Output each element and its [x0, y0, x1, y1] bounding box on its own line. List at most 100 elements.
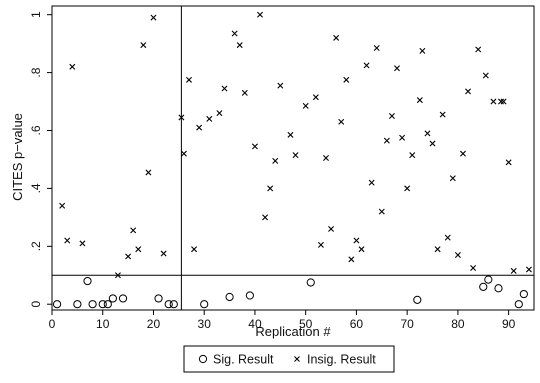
sig-result-point	[200, 300, 209, 309]
x-tick-label: 40	[248, 317, 262, 331]
x-axis-title: Replication #	[255, 324, 331, 339]
insig-result-point	[145, 169, 152, 176]
sig-result-point	[103, 300, 112, 309]
insig-result-point	[343, 76, 350, 83]
insig-result-point	[475, 46, 482, 53]
insig-result-point	[333, 34, 340, 41]
insig-result-point	[368, 179, 375, 186]
insig-result-point	[363, 62, 370, 69]
x-tick-label: 30	[198, 317, 212, 331]
insig-result-point	[251, 143, 258, 150]
insig-result-point	[114, 272, 121, 279]
insig-result-point	[231, 30, 238, 37]
insig-result-point	[277, 82, 284, 89]
insig-result-point	[191, 246, 198, 253]
x-tick-label: 90	[502, 317, 516, 331]
y-axis-title: CITES p−value	[10, 113, 25, 201]
sig-result-point	[514, 300, 523, 309]
insig-result-point	[312, 94, 319, 101]
insig-result-point	[498, 98, 505, 105]
sig-result-point	[52, 300, 62, 309]
sig-result-point	[83, 276, 92, 286]
insig-result-point	[206, 115, 213, 122]
insig-result-point	[302, 102, 309, 109]
insig-result-point	[292, 152, 299, 159]
sig-result-point	[169, 300, 178, 309]
insig-result-point	[459, 150, 466, 157]
insig-result-point	[419, 47, 426, 54]
insig-result-point	[196, 124, 203, 131]
insig-result-point	[150, 14, 157, 21]
insig-result-point	[69, 63, 76, 70]
sig-result-point	[519, 289, 528, 299]
insig-result-point	[439, 111, 446, 118]
y-tick-label: .6	[29, 125, 43, 135]
insig-result-point	[135, 246, 142, 253]
insig-result-point	[444, 234, 451, 241]
legend-marker-sig	[198, 354, 208, 364]
x-tick-label: 60	[350, 317, 364, 331]
insig-result-point	[322, 155, 329, 161]
insig-result-point	[59, 202, 66, 209]
insig-result-point	[338, 118, 345, 125]
insig-result-point	[383, 137, 390, 144]
x-tick-label: 50	[299, 317, 313, 331]
x-tick-label: 10	[96, 317, 110, 331]
insig-result-point	[510, 267, 517, 274]
insig-result-point	[470, 265, 477, 272]
insig-result-point	[482, 72, 489, 79]
y-tick-label: .2	[29, 241, 43, 251]
insig-result-point	[79, 240, 86, 247]
insig-result-point	[429, 140, 436, 147]
insig-result-point	[358, 246, 365, 253]
insig-result-point	[140, 42, 147, 49]
sig-result-point	[479, 282, 488, 291]
insig-result-point	[272, 157, 279, 164]
insig-result-point	[125, 253, 132, 260]
insig-result-point	[388, 113, 395, 120]
insig-result-point	[216, 110, 223, 117]
insig-result-point	[454, 252, 461, 258]
insig-result-point	[424, 130, 431, 137]
x-tick-label: 20	[147, 317, 161, 331]
insig-result-point	[236, 42, 243, 49]
insig-result-point	[353, 237, 360, 244]
insig-result-point	[160, 250, 167, 257]
y-tick-label: 0	[29, 301, 43, 308]
legend-label-sig: Sig. Result	[213, 353, 274, 367]
insig-result-point	[180, 150, 187, 157]
insig-result-point	[287, 131, 294, 138]
sig-result-point	[154, 294, 163, 303]
insig-result-point	[525, 266, 532, 273]
insig-result-point	[186, 76, 192, 83]
sig-result-point	[494, 284, 503, 293]
sig-result-point	[164, 300, 173, 309]
legend-label-insig: Insig. Result	[307, 353, 376, 367]
insig-result-point	[317, 241, 324, 248]
insig-result-point	[394, 65, 400, 72]
sig-result-point	[225, 292, 234, 302]
insig-result-point	[416, 97, 423, 104]
x-tick-label: 0	[49, 317, 56, 331]
insig-result-point	[241, 89, 248, 96]
insig-result-point	[130, 227, 137, 234]
insig-result-point	[262, 214, 269, 221]
y-tick-label: .4	[29, 183, 43, 193]
plot-area: 0.2.4.6.810 10 20 30 40 50 60 70 80 90	[29, 5, 535, 331]
legend-box	[183, 345, 395, 373]
insig-result-point	[348, 256, 355, 263]
insig-result-point	[328, 225, 335, 232]
insig-result-point	[178, 114, 185, 121]
sig-result-point	[306, 278, 315, 287]
x-tick-label: 80	[451, 317, 465, 331]
plot-frame	[51, 5, 535, 311]
sig-result-point	[484, 275, 493, 284]
insig-result-point	[500, 98, 507, 105]
insig-result-point	[399, 134, 406, 141]
insig-result-point	[257, 11, 264, 18]
insig-result-point	[373, 44, 380, 51]
insig-result-point	[378, 208, 385, 215]
sig-result-point	[413, 295, 422, 304]
